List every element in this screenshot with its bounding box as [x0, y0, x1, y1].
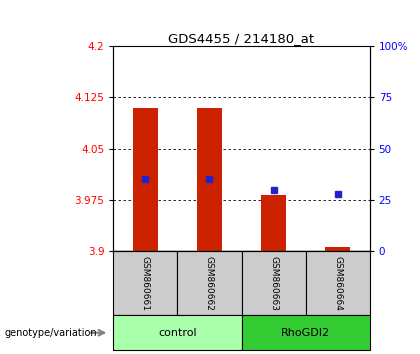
Text: GSM860664: GSM860664 [333, 256, 342, 311]
Bar [325, 246, 350, 251]
Text: GSM860662: GSM860662 [205, 256, 214, 311]
Bar [113, 251, 178, 315]
Title: GDS4455 / 214180_at: GDS4455 / 214180_at [168, 32, 315, 45]
Text: control: control [158, 328, 197, 338]
Bar [306, 251, 370, 315]
Bar [261, 195, 286, 251]
Text: RhoGDI2: RhoGDI2 [281, 328, 330, 338]
Bar [178, 251, 242, 315]
Bar [241, 251, 306, 315]
Text: GSM860661: GSM860661 [141, 256, 150, 311]
Bar [113, 315, 241, 350]
Text: genotype/variation: genotype/variation [4, 328, 97, 338]
Bar [241, 315, 370, 350]
Text: GSM860663: GSM860663 [269, 256, 278, 311]
Bar [133, 108, 158, 251]
Bar [197, 108, 222, 251]
